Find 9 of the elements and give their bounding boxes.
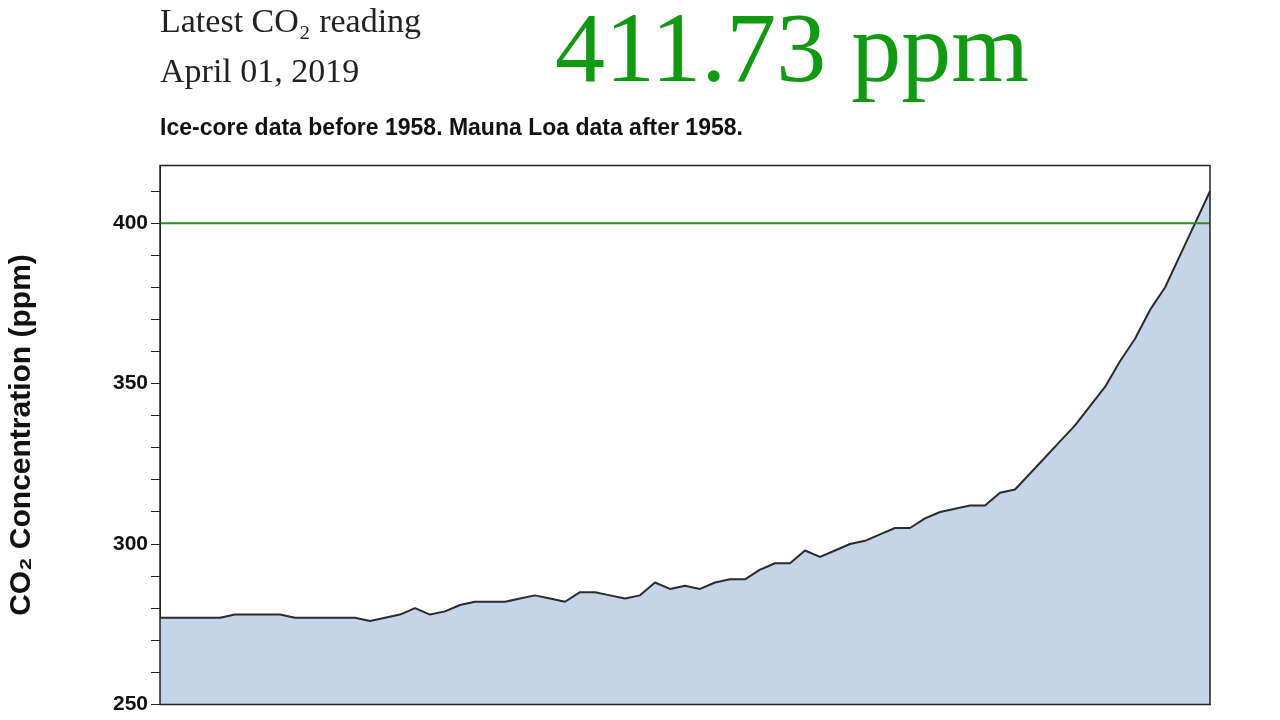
y-tick-label: 250 — [112, 691, 148, 715]
y-tick-label: 350 — [112, 370, 148, 394]
y-axis-title: CO₂ Concentration (ppm) — [3, 254, 37, 616]
y-tick-label: 400 — [112, 210, 148, 234]
chart-subtitle: Ice-core data before 1958. Mauna Loa data after 1958. — [160, 114, 743, 141]
text: 411.73 ppm — [555, 0, 1030, 105]
chart-title: Latest CO₂ reading — [160, 2, 422, 40]
y-tick-label: 300 — [112, 530, 148, 554]
text: April 01, 2019 — [160, 52, 360, 90]
